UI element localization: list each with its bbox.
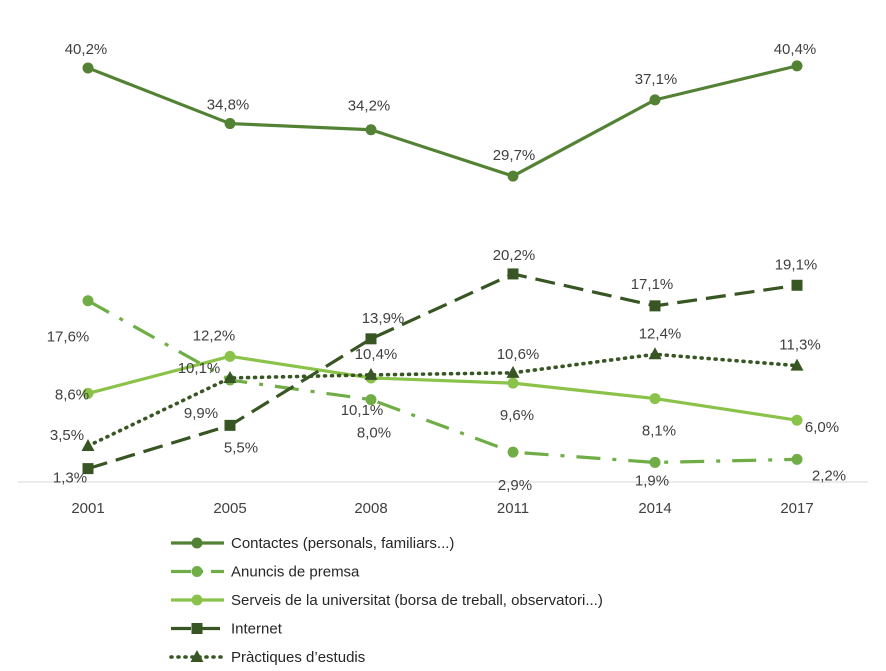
data-label: 8,0%	[357, 425, 391, 442]
data-label: 34,8%	[207, 97, 250, 114]
data-point	[507, 170, 519, 182]
data-point	[649, 456, 661, 468]
data-point	[82, 62, 94, 74]
legend-label: Pràctiques d’estudis	[231, 649, 365, 666]
series-3	[82, 268, 803, 475]
data-label: 40,4%	[774, 41, 817, 58]
x-tick-label: 2014	[638, 500, 671, 517]
data-label: 40,2%	[65, 41, 108, 58]
data-label: 20,2%	[493, 247, 536, 264]
legend: Contactes (personals, familiars...) Anunc…	[169, 535, 603, 666]
series-layer	[81, 60, 804, 475]
series-1	[82, 295, 803, 468]
data-point	[791, 453, 803, 465]
data-label: 6,0%	[805, 419, 839, 436]
data-label: 12,4%	[639, 325, 682, 342]
data-point	[790, 358, 804, 371]
x-tick-label: 2005	[213, 500, 246, 517]
data-label: 13,9%	[362, 310, 405, 327]
series-line	[87, 272, 798, 471]
data-label: 37,1%	[635, 71, 678, 88]
data-point	[190, 650, 204, 662]
data-point	[224, 118, 236, 130]
series-line	[87, 299, 798, 465]
data-point	[649, 94, 661, 106]
axis-layer: 2001 2005 2008 2011 2014 2017	[18, 481, 868, 517]
x-tick-label: 2011	[497, 500, 529, 517]
data-label: 10,1%	[178, 360, 221, 377]
data-label: 34,2%	[348, 98, 391, 115]
data-point	[82, 295, 94, 307]
data-label: 5,5%	[224, 439, 258, 456]
x-tick-label: 2017	[780, 500, 813, 517]
legend-item: Anuncis de premsa	[171, 564, 360, 581]
data-point	[507, 377, 519, 389]
data-point	[791, 279, 803, 291]
data-point	[507, 268, 519, 280]
x-tick-label: 2001	[71, 500, 104, 517]
data-label: 29,7%	[493, 147, 536, 164]
series-line	[87, 354, 798, 422]
data-label: 12,2%	[193, 327, 236, 344]
data-point	[191, 537, 203, 549]
data-point	[82, 387, 94, 399]
legend-label: Serveis de la universitat (borsa de treb…	[231, 592, 603, 609]
data-point	[223, 370, 237, 383]
data-label: 9,9%	[184, 405, 218, 422]
legend-item: Serveis de la universitat (borsa de treb…	[171, 592, 603, 609]
data-label: 8,6%	[55, 386, 89, 403]
x-tick-label: 2008	[354, 500, 387, 517]
data-point	[191, 594, 203, 606]
data-label: 17,1%	[631, 276, 674, 293]
data-point	[81, 438, 95, 451]
data-label: 9,6%	[500, 407, 534, 424]
series-line	[87, 64, 798, 178]
data-point	[507, 446, 519, 458]
series-line	[86, 352, 799, 448]
data-point	[191, 566, 203, 577]
legend-item: Internet	[171, 621, 283, 638]
legend-item: Contactes (personals, familiars...)	[171, 535, 454, 552]
data-label: 17,6%	[47, 329, 90, 346]
data-point	[365, 333, 377, 345]
series-2	[82, 350, 803, 426]
data-label: 1,9%	[635, 472, 669, 489]
legend-label: Contactes (personals, familiars...)	[231, 535, 454, 552]
data-point	[648, 347, 662, 360]
data-label: 10,6%	[497, 346, 540, 363]
data-label: 10,1%	[341, 402, 384, 419]
data-point	[224, 350, 236, 362]
data-label: 8,1%	[642, 423, 676, 440]
data-point	[224, 419, 236, 431]
data-point	[649, 300, 661, 312]
data-label: 10,4%	[355, 346, 398, 363]
data-point	[791, 60, 803, 72]
data-point	[506, 365, 520, 378]
data-label: 19,1%	[775, 256, 818, 273]
data-label: 1,3%	[53, 470, 87, 487]
series-4	[81, 347, 804, 451]
data-point	[649, 393, 661, 405]
data-point	[365, 124, 377, 136]
legend-label: Anuncis de premsa	[231, 564, 360, 581]
data-point	[82, 463, 94, 475]
data-label: 2,2%	[812, 467, 846, 484]
data-point	[791, 414, 803, 426]
data-point	[365, 394, 377, 406]
data-label: 2,9%	[498, 477, 532, 494]
legend-item: Pràctiques d’estudis	[169, 649, 365, 666]
series-0	[82, 60, 803, 182]
data-point	[191, 623, 203, 634]
data-label: 3,5%	[50, 427, 84, 444]
legend-label: Internet	[231, 621, 283, 638]
data-point	[364, 367, 378, 380]
data-label: 11,3%	[779, 337, 820, 354]
data-label-layer: 40,2% 34,8% 34,2% 29,7% 37,1% 40,4% 17,6% 9,9% 8…	[47, 41, 846, 494]
